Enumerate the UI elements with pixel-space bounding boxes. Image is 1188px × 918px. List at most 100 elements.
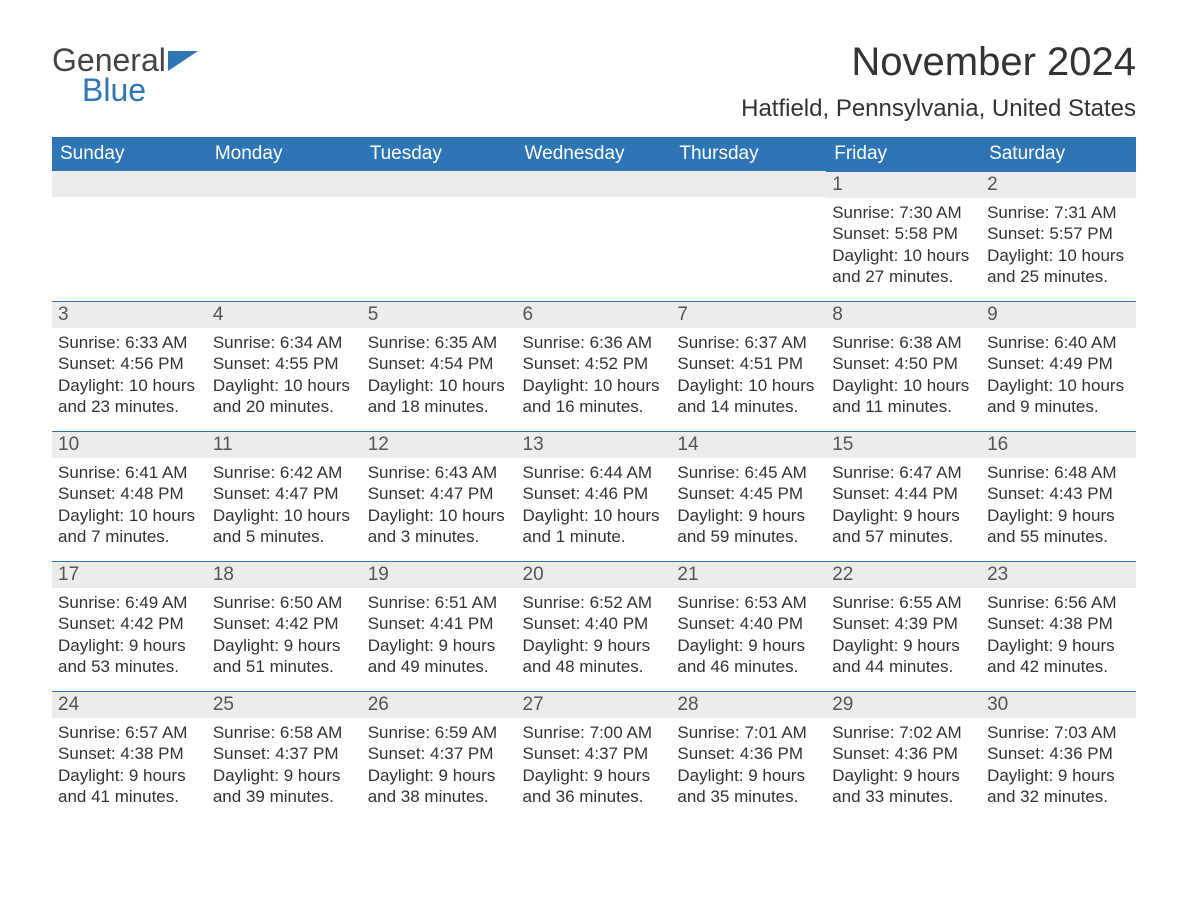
sunrise-line: Sunrise: 7:03 AM bbox=[987, 722, 1130, 743]
daylight-line: Daylight: 10 hours and 9 minutes. bbox=[987, 375, 1130, 418]
daylight-line: Daylight: 9 hours and 51 minutes. bbox=[213, 635, 356, 678]
daylight-line: Daylight: 10 hours and 20 minutes. bbox=[213, 375, 356, 418]
day-details: Sunrise: 6:42 AMSunset: 4:47 PMDaylight:… bbox=[207, 458, 362, 551]
daylight-line: Daylight: 10 hours and 16 minutes. bbox=[523, 375, 666, 418]
day-number: 7 bbox=[671, 301, 826, 328]
sunset-line: Sunset: 4:48 PM bbox=[58, 483, 201, 504]
day-number: 25 bbox=[207, 691, 362, 718]
sunset-line: Sunset: 4:37 PM bbox=[213, 743, 356, 764]
daylight-line: Daylight: 9 hours and 48 minutes. bbox=[523, 635, 666, 678]
day-details: Sunrise: 6:45 AMSunset: 4:45 PMDaylight:… bbox=[671, 458, 826, 551]
calendar-week-row: 1Sunrise: 7:30 AMSunset: 5:58 PMDaylight… bbox=[52, 171, 1136, 301]
sunset-line: Sunset: 4:54 PM bbox=[368, 353, 511, 374]
daylight-line: Daylight: 10 hours and 14 minutes. bbox=[677, 375, 820, 418]
sunrise-line: Sunrise: 7:01 AM bbox=[677, 722, 820, 743]
calendar-cell: 8Sunrise: 6:38 AMSunset: 4:50 PMDaylight… bbox=[826, 301, 981, 431]
location-subtitle: Hatfield, Pennsylvania, United States bbox=[741, 95, 1136, 123]
day-details: Sunrise: 6:50 AMSunset: 4:42 PMDaylight:… bbox=[207, 588, 362, 681]
sunrise-line: Sunrise: 6:57 AM bbox=[58, 722, 201, 743]
day-details: Sunrise: 6:56 AMSunset: 4:38 PMDaylight:… bbox=[981, 588, 1136, 681]
sunset-line: Sunset: 5:57 PM bbox=[987, 223, 1130, 244]
day-number: 30 bbox=[981, 691, 1136, 718]
day-number: 15 bbox=[826, 431, 981, 458]
calendar-cell: 29Sunrise: 7:02 AMSunset: 4:36 PMDayligh… bbox=[826, 691, 981, 821]
calendar-cell: 4Sunrise: 6:34 AMSunset: 4:55 PMDaylight… bbox=[207, 301, 362, 431]
day-number: 24 bbox=[52, 691, 207, 718]
day-number: 27 bbox=[517, 691, 672, 718]
sunset-line: Sunset: 4:56 PM bbox=[58, 353, 201, 374]
day-number: 9 bbox=[981, 301, 1136, 328]
day-details: Sunrise: 6:40 AMSunset: 4:49 PMDaylight:… bbox=[981, 328, 1136, 421]
day-details: Sunrise: 7:01 AMSunset: 4:36 PMDaylight:… bbox=[671, 718, 826, 811]
calendar-cell bbox=[52, 171, 207, 301]
day-details: Sunrise: 6:33 AMSunset: 4:56 PMDaylight:… bbox=[52, 328, 207, 421]
sunrise-line: Sunrise: 7:30 AM bbox=[832, 202, 975, 223]
daylight-line: Daylight: 10 hours and 18 minutes. bbox=[368, 375, 511, 418]
sunrise-line: Sunrise: 6:34 AM bbox=[213, 332, 356, 353]
logo-word-blue: Blue bbox=[82, 74, 198, 106]
day-details: Sunrise: 6:35 AMSunset: 4:54 PMDaylight:… bbox=[362, 328, 517, 421]
sunset-line: Sunset: 4:51 PM bbox=[677, 353, 820, 374]
weekday-header: Wednesday bbox=[517, 137, 672, 171]
daylight-line: Daylight: 10 hours and 5 minutes. bbox=[213, 505, 356, 548]
calendar-week-row: 17Sunrise: 6:49 AMSunset: 4:42 PMDayligh… bbox=[52, 561, 1136, 691]
day-details: Sunrise: 6:59 AMSunset: 4:37 PMDaylight:… bbox=[362, 718, 517, 811]
day-number: 4 bbox=[207, 301, 362, 328]
daylight-line: Daylight: 9 hours and 32 minutes. bbox=[987, 765, 1130, 808]
weekday-header: Friday bbox=[826, 137, 981, 171]
daylight-line: Daylight: 10 hours and 7 minutes. bbox=[58, 505, 201, 548]
calendar-cell: 11Sunrise: 6:42 AMSunset: 4:47 PMDayligh… bbox=[207, 431, 362, 561]
daylight-line: Daylight: 10 hours and 25 minutes. bbox=[987, 245, 1130, 288]
sunrise-line: Sunrise: 6:48 AM bbox=[987, 462, 1130, 483]
day-details: Sunrise: 6:55 AMSunset: 4:39 PMDaylight:… bbox=[826, 588, 981, 681]
sunset-line: Sunset: 4:42 PM bbox=[213, 613, 356, 634]
sunrise-line: Sunrise: 6:43 AM bbox=[368, 462, 511, 483]
day-details: Sunrise: 7:03 AMSunset: 4:36 PMDaylight:… bbox=[981, 718, 1136, 811]
sunset-line: Sunset: 4:37 PM bbox=[523, 743, 666, 764]
day-details: Sunrise: 7:30 AMSunset: 5:58 PMDaylight:… bbox=[826, 198, 981, 291]
sunrise-line: Sunrise: 6:37 AM bbox=[677, 332, 820, 353]
day-details: Sunrise: 6:37 AMSunset: 4:51 PMDaylight:… bbox=[671, 328, 826, 421]
sunset-line: Sunset: 4:39 PM bbox=[832, 613, 975, 634]
daylight-line: Daylight: 10 hours and 23 minutes. bbox=[58, 375, 201, 418]
daylight-line: Daylight: 10 hours and 3 minutes. bbox=[368, 505, 511, 548]
day-number: 5 bbox=[362, 301, 517, 328]
logo: General Blue bbox=[52, 40, 198, 106]
daylight-line: Daylight: 9 hours and 35 minutes. bbox=[677, 765, 820, 808]
calendar-cell: 26Sunrise: 6:59 AMSunset: 4:37 PMDayligh… bbox=[362, 691, 517, 821]
empty-day-bar bbox=[671, 171, 826, 197]
sunset-line: Sunset: 4:44 PM bbox=[832, 483, 975, 504]
title-block: November 2024 Hatfield, Pennsylvania, Un… bbox=[741, 40, 1136, 123]
day-number: 1 bbox=[826, 171, 981, 198]
empty-day-bar bbox=[362, 171, 517, 197]
calendar-cell bbox=[362, 171, 517, 301]
day-details: Sunrise: 6:41 AMSunset: 4:48 PMDaylight:… bbox=[52, 458, 207, 551]
sunrise-line: Sunrise: 6:51 AM bbox=[368, 592, 511, 613]
calendar-cell: 5Sunrise: 6:35 AMSunset: 4:54 PMDaylight… bbox=[362, 301, 517, 431]
day-number: 29 bbox=[826, 691, 981, 718]
calendar-table: Sunday Monday Tuesday Wednesday Thursday… bbox=[52, 137, 1136, 821]
daylight-line: Daylight: 9 hours and 49 minutes. bbox=[368, 635, 511, 678]
sunset-line: Sunset: 4:47 PM bbox=[213, 483, 356, 504]
month-title: November 2024 bbox=[741, 40, 1136, 85]
daylight-line: Daylight: 9 hours and 33 minutes. bbox=[832, 765, 975, 808]
weekday-header: Monday bbox=[207, 137, 362, 171]
calendar-cell: 3Sunrise: 6:33 AMSunset: 4:56 PMDaylight… bbox=[52, 301, 207, 431]
sunrise-line: Sunrise: 6:41 AM bbox=[58, 462, 201, 483]
calendar-week-row: 10Sunrise: 6:41 AMSunset: 4:48 PMDayligh… bbox=[52, 431, 1136, 561]
sunset-line: Sunset: 4:37 PM bbox=[368, 743, 511, 764]
sunrise-line: Sunrise: 6:36 AM bbox=[523, 332, 666, 353]
daylight-line: Daylight: 9 hours and 41 minutes. bbox=[58, 765, 201, 808]
empty-day-bar bbox=[517, 171, 672, 197]
sunset-line: Sunset: 4:41 PM bbox=[368, 613, 511, 634]
daylight-line: Daylight: 9 hours and 53 minutes. bbox=[58, 635, 201, 678]
sunset-line: Sunset: 4:52 PM bbox=[523, 353, 666, 374]
calendar-cell: 18Sunrise: 6:50 AMSunset: 4:42 PMDayligh… bbox=[207, 561, 362, 691]
calendar-cell: 16Sunrise: 6:48 AMSunset: 4:43 PMDayligh… bbox=[981, 431, 1136, 561]
sunset-line: Sunset: 4:38 PM bbox=[58, 743, 201, 764]
sunset-line: Sunset: 4:45 PM bbox=[677, 483, 820, 504]
day-details: Sunrise: 7:02 AMSunset: 4:36 PMDaylight:… bbox=[826, 718, 981, 811]
sunset-line: Sunset: 4:43 PM bbox=[987, 483, 1130, 504]
calendar-cell: 1Sunrise: 7:30 AMSunset: 5:58 PMDaylight… bbox=[826, 171, 981, 301]
calendar-cell: 24 Sunrise: 6:57 AMSunset: 4:38 PMDayligh… bbox=[52, 691, 207, 821]
